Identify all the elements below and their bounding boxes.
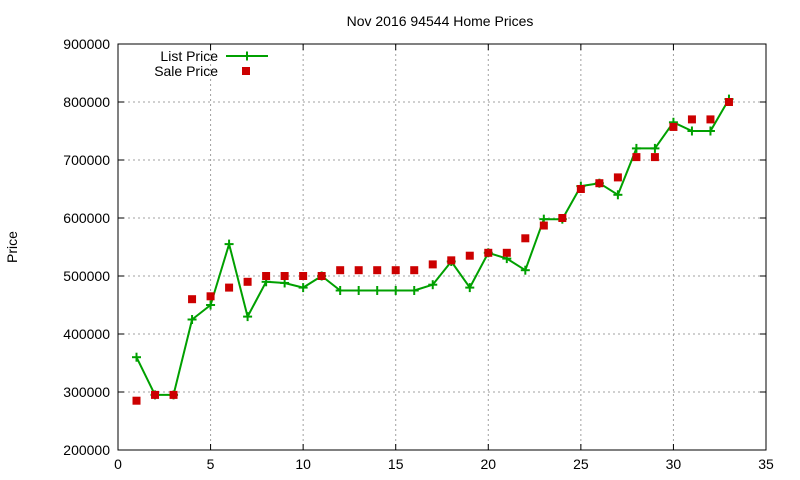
data-point-sale-price (502, 248, 511, 257)
y-tick-label: 900000 (63, 36, 110, 52)
y-tick-label: 300000 (63, 384, 110, 400)
data-point-list-price (243, 312, 253, 322)
y-tick-label: 400000 (63, 326, 110, 342)
data-point-list-price (631, 143, 641, 153)
data-point-list-price (391, 286, 401, 295)
y-tick-label: 600000 (63, 210, 110, 226)
data-point-sale-price (706, 115, 715, 124)
data-point-sale-price (632, 153, 641, 162)
data-point-list-price (206, 300, 216, 310)
data-point-sale-price (206, 292, 215, 301)
data-point-sale-price (576, 185, 585, 193)
legend: List Price Sale Price (154, 48, 268, 79)
x-tick-label: 0 (114, 456, 122, 472)
y-tick-label: 500000 (63, 268, 110, 284)
data-point-sale-price (687, 115, 696, 124)
y-tick-label: 200000 (63, 442, 110, 458)
tick-marks (117, 43, 767, 451)
x-tick-label: 20 (480, 456, 496, 472)
legend-label-list-price: List Price (160, 48, 218, 64)
data-point-sale-price (465, 251, 474, 260)
data-point-sale-price (354, 266, 363, 275)
data-point-sale-price (280, 272, 289, 280)
data-point-list-price (650, 143, 660, 153)
data-point-sale-price (317, 272, 326, 280)
data-point-list-price (335, 286, 345, 295)
data-point-list-price (372, 286, 382, 295)
data-point-list-price (520, 265, 530, 275)
legend-marker-sale-price (242, 67, 250, 75)
data-point-sale-price (188, 295, 197, 304)
data-point-sale-price (650, 153, 659, 162)
data-point-sale-price (225, 283, 234, 292)
data-point-sale-price (132, 396, 141, 405)
data-point-sale-price (484, 248, 493, 257)
x-tick-labels: 0 5 10 15 20 25 30 35 (114, 456, 774, 472)
x-tick-label: 35 (758, 456, 774, 472)
series-layer (132, 94, 734, 405)
legend-marker-list-price (242, 51, 252, 61)
data-point-list-price (687, 126, 697, 136)
data-point-sale-price (373, 266, 382, 275)
data-point-sale-price (243, 277, 252, 286)
data-point-sale-price (151, 390, 160, 399)
x-tick-label: 15 (388, 456, 404, 472)
data-point-sale-price (669, 122, 678, 131)
y-tick-label: 700000 (63, 152, 110, 168)
data-point-sale-price (299, 272, 308, 280)
plot-border (117, 43, 767, 451)
data-point-sale-price (724, 98, 733, 106)
data-point-list-price (298, 283, 308, 293)
data-point-sale-price (391, 266, 400, 275)
y-tick-labels: 200000 300000 400000 500000 600000 700000 8000… (63, 36, 110, 458)
data-point-sale-price (521, 234, 530, 243)
x-tick-label: 30 (666, 456, 682, 472)
data-point-sale-price (447, 256, 456, 265)
data-point-list-price (705, 126, 715, 136)
data-point-sale-price (262, 272, 271, 280)
data-point-list-price (132, 352, 142, 362)
data-point-sale-price (558, 214, 567, 222)
data-point-sale-price (428, 260, 437, 269)
data-point-sale-price (539, 221, 548, 230)
data-point-list-price (465, 283, 475, 293)
x-tick-label: 10 (295, 456, 311, 472)
data-point-list-price (409, 286, 419, 295)
data-point-sale-price (613, 173, 622, 182)
data-point-list-price (187, 315, 197, 324)
y-tick-label: 800000 (63, 94, 110, 110)
data-point-sale-price (410, 266, 419, 275)
data-point-list-price (613, 190, 623, 200)
data-point-sale-price (595, 179, 604, 188)
data-point-sale-price (169, 390, 178, 399)
data-point-list-price (354, 286, 364, 295)
x-tick-label: 25 (573, 456, 589, 472)
x-tick-label: 5 (207, 456, 215, 472)
data-point-list-price (224, 239, 234, 249)
y-axis-label: Price (4, 231, 20, 263)
legend-label-sale-price: Sale Price (154, 63, 218, 79)
chart-title: Nov 2016 94544 Home Prices (347, 13, 534, 29)
data-point-list-price (428, 280, 438, 290)
data-point-sale-price (336, 266, 345, 275)
